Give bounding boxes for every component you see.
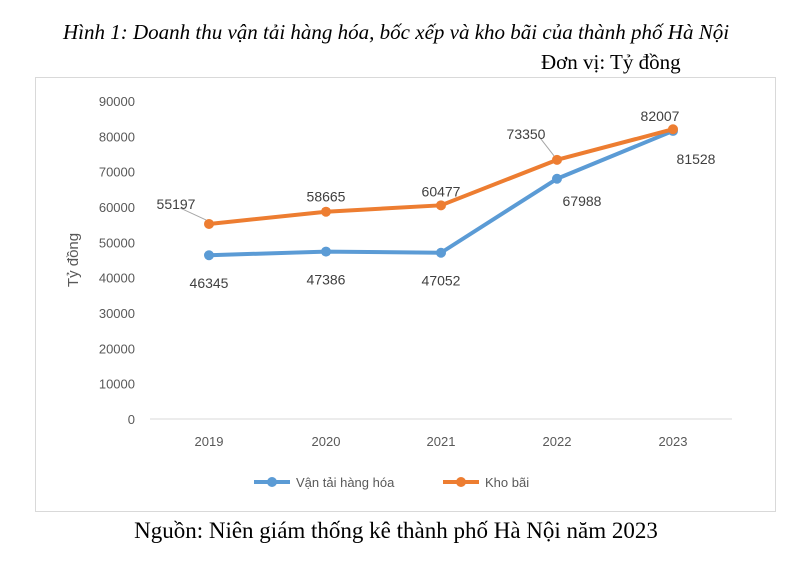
x-tick-label: 2022: [543, 434, 572, 449]
data-label: 47052: [422, 273, 461, 289]
y-tick-label: 80000: [99, 129, 135, 144]
y-axis-title: Tỷ đồng: [65, 233, 82, 287]
y-tick-label: 10000: [99, 377, 135, 392]
data-label: 58665: [307, 189, 346, 205]
y-tick-label: 60000: [99, 200, 135, 215]
unit-label: Đơn vị: Tỷ đồng: [541, 50, 681, 74]
y-tick-label: 50000: [99, 235, 135, 250]
data-point: [321, 246, 331, 257]
data-label: 60477: [422, 183, 461, 199]
figure-title: Hình 1: Doanh thu vận tải hàng hóa, bốc …: [62, 20, 730, 44]
y-tick-label: 90000: [99, 94, 135, 109]
leader-line: [539, 137, 555, 157]
x-tick-label: 2023: [659, 434, 688, 449]
data-point: [436, 247, 446, 258]
data-point: [668, 124, 678, 135]
data-label: 82007: [641, 108, 680, 124]
legend-label: Vận tải hàng hóa: [296, 475, 395, 490]
y-tick-label: 30000: [99, 306, 135, 321]
data-point: [204, 218, 214, 229]
data-point: [436, 200, 446, 211]
y-tick-label: 20000: [99, 341, 135, 356]
data-label: 46345: [190, 275, 229, 291]
legend-marker: [267, 477, 277, 487]
legend-label: Kho bãi: [485, 475, 529, 490]
data-point: [204, 250, 214, 261]
legend-marker: [456, 477, 466, 487]
leader-line: [179, 207, 207, 221]
data-label: 47386: [307, 272, 346, 288]
data-label: 73350: [507, 126, 546, 142]
x-tick-label: 2020: [312, 434, 341, 449]
source-note: Nguồn: Niên giám thống kê thành phố Hà N…: [134, 518, 658, 543]
data-label: 81528: [677, 151, 716, 167]
data-label: 67988: [563, 193, 602, 209]
data-point: [321, 206, 331, 217]
data-label: 55197: [157, 196, 196, 212]
y-tick-label: 70000: [99, 165, 135, 180]
x-tick-label: 2019: [195, 434, 224, 449]
y-tick-label: 0: [128, 412, 135, 427]
x-tick-label: 2021: [427, 434, 456, 449]
data-point: [552, 154, 562, 165]
chart-frame: [35, 77, 776, 512]
y-tick-label: 40000: [99, 271, 135, 286]
data-point: [552, 173, 562, 184]
